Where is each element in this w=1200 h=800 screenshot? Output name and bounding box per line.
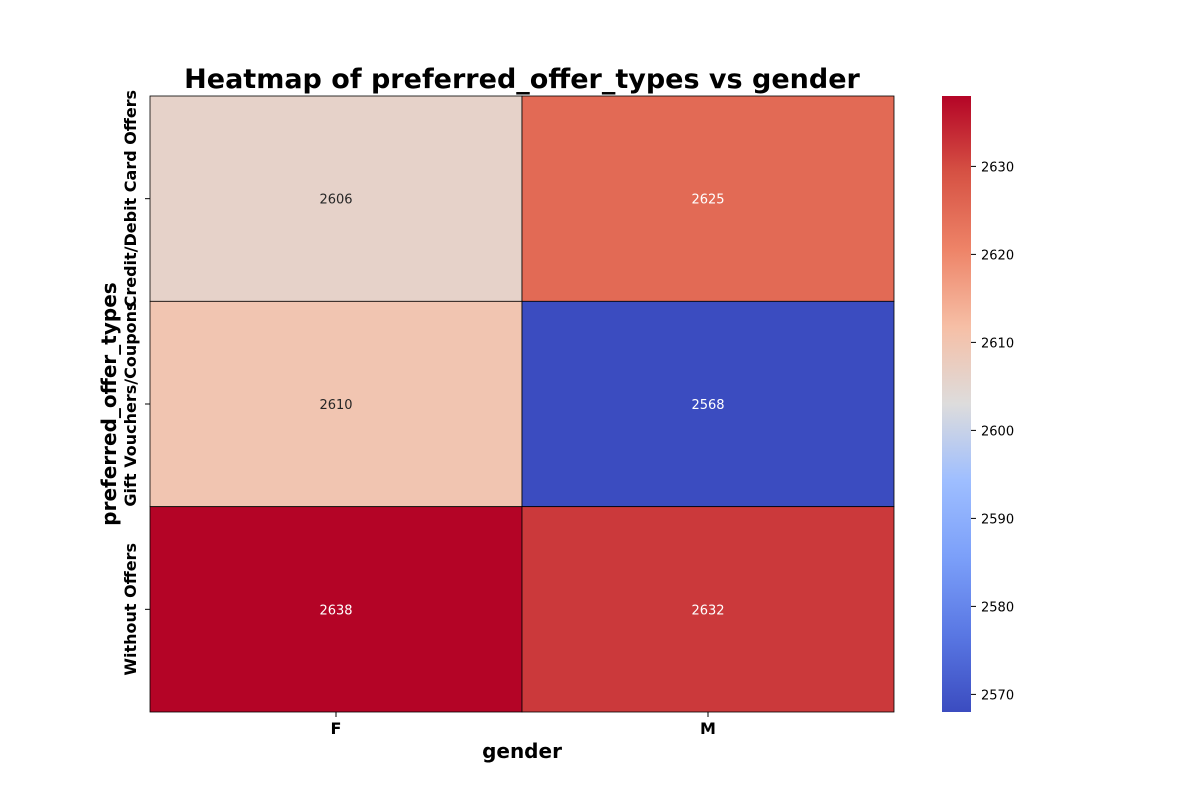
cell-value-label: 2606 bbox=[319, 193, 352, 208]
cell-value-label: 2625 bbox=[691, 193, 724, 208]
heatmap-cell bbox=[521, 300, 895, 508]
colorbar-tick-label: 2620 bbox=[981, 248, 1014, 263]
cell-value-label: 2632 bbox=[691, 603, 724, 618]
cell-value-label: 2568 bbox=[691, 398, 724, 413]
cell-value-label: 2610 bbox=[319, 398, 352, 413]
heatmap-cell bbox=[149, 300, 523, 508]
y-tick-label: Gift Vouchers/Coupons bbox=[121, 301, 140, 506]
colorbar-tick-label: 2590 bbox=[981, 512, 1014, 527]
colorbar-tick-label: 2610 bbox=[981, 336, 1014, 351]
chart-title: Heatmap of preferred_offer_types vs gend… bbox=[184, 64, 860, 95]
colorbar-tick-label: 2600 bbox=[981, 424, 1014, 439]
x-tick-label: M bbox=[700, 719, 716, 738]
colorbar-tick-label: 2570 bbox=[981, 688, 1014, 703]
heatmap-cell bbox=[149, 95, 523, 302]
colorbar-tick-label: 2630 bbox=[981, 160, 1014, 175]
x-axis-label: gender bbox=[482, 739, 562, 763]
heatmap-cell bbox=[149, 506, 523, 713]
heatmap-cell bbox=[521, 506, 895, 713]
colorbar-gradient bbox=[942, 96, 971, 712]
colorbar-tick-label: 2580 bbox=[981, 600, 1014, 615]
colorbar: 2570 2580 2590 2600 2610 2620 2630 bbox=[942, 96, 1014, 712]
y-axis-label: preferred_offer_types bbox=[97, 282, 121, 525]
x-tick-label: F bbox=[331, 719, 342, 738]
y-tick-label: Credit/Debit Card Offers bbox=[121, 90, 140, 307]
cell-value-label: 2638 bbox=[319, 603, 352, 618]
colorbar-ticks: 2570 2580 2590 2600 2610 2620 2630 bbox=[971, 160, 1014, 703]
heatmap-cell bbox=[521, 95, 895, 302]
heatmap-cells: 2606 2625 2610 2568 2638 2632 bbox=[149, 95, 895, 713]
y-tick-label: Without Offers bbox=[121, 543, 140, 676]
